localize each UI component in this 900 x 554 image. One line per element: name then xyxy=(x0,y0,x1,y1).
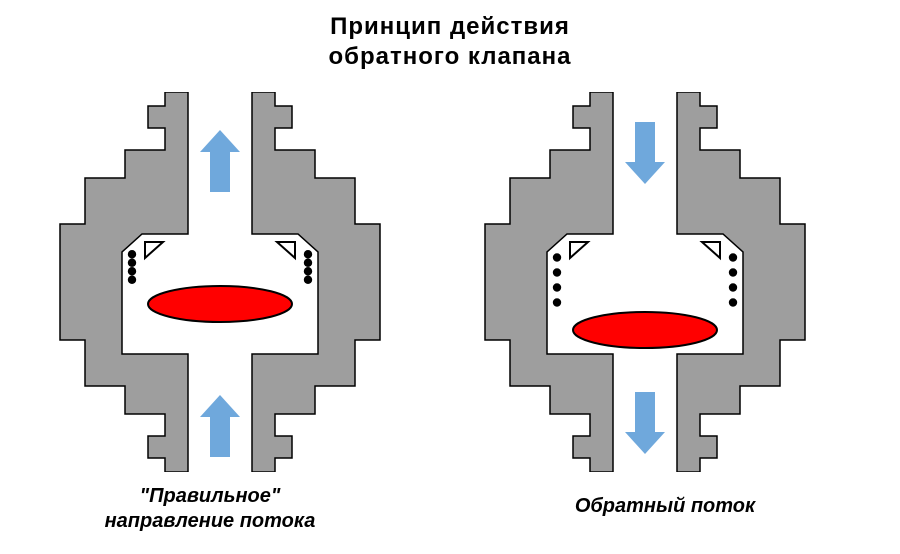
valve-svg-right xyxy=(480,92,810,472)
flow-arrow-top-shaft xyxy=(210,152,230,192)
caption-right-line1: Обратный поток xyxy=(575,495,755,517)
spring-left-dot xyxy=(553,253,561,261)
spring-right-dot xyxy=(729,283,737,291)
spring-right-dot xyxy=(304,276,312,284)
spring-left-dot xyxy=(128,276,136,284)
spring-right-dot xyxy=(729,268,737,276)
valve-svg-left xyxy=(55,92,385,472)
caption-left: "Правильное" направление потока xyxy=(45,484,375,534)
spring-right-dot xyxy=(304,267,312,275)
spring-right-dot xyxy=(304,259,312,267)
flow-arrow-top-shaft xyxy=(635,122,655,162)
spring-right-dot xyxy=(729,253,737,261)
title-line1: Принцип действия xyxy=(330,13,570,40)
caption-left-line2: направление потока xyxy=(105,510,316,532)
spring-left-dot xyxy=(128,267,136,275)
spring-left-dot xyxy=(128,259,136,267)
caption-right: Обратный поток xyxy=(500,494,830,519)
spring-left-dot xyxy=(128,250,136,258)
valve-disk xyxy=(148,286,292,322)
spring-left-dot xyxy=(553,298,561,306)
spring-right-dot xyxy=(729,298,737,306)
spring-left-dot xyxy=(553,283,561,291)
flow-arrow-bottom-shaft xyxy=(635,392,655,432)
flow-arrow-bottom-shaft xyxy=(210,417,230,457)
diagram-title: Принцип действия обратного клапана xyxy=(0,12,900,72)
valve-diagram-right xyxy=(480,92,810,477)
caption-left-line1: "Правильное" xyxy=(140,485,281,507)
spring-left-dot xyxy=(553,268,561,276)
valve-disk xyxy=(573,312,717,348)
spring-right-dot xyxy=(304,250,312,258)
valve-diagram-left xyxy=(55,92,385,477)
title-line2: обратного клапана xyxy=(329,43,572,70)
